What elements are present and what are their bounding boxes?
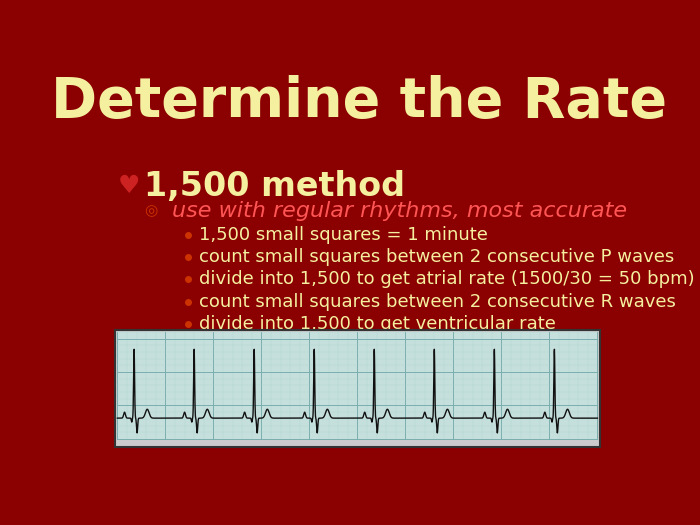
- Bar: [118, 332, 598, 439]
- Text: ♥: ♥: [118, 174, 140, 198]
- Text: 1,500 method: 1,500 method: [144, 170, 405, 203]
- Text: ◎: ◎: [144, 203, 158, 218]
- Text: count small squares between 2 consecutive R waves: count small squares between 2 consecutiv…: [199, 292, 676, 310]
- Text: count small squares between 2 consecutive P waves: count small squares between 2 consecutiv…: [199, 248, 674, 266]
- Bar: [115, 330, 600, 447]
- Text: Determine the Rate: Determine the Rate: [50, 75, 666, 129]
- Text: use with regular rhythms, most accurate: use with regular rhythms, most accurate: [172, 201, 626, 220]
- Text: 1,500 small squares = 1 minute: 1,500 small squares = 1 minute: [199, 226, 488, 244]
- Text: divide into 1,500 to get ventricular rate: divide into 1,500 to get ventricular rat…: [199, 315, 556, 333]
- Text: divide into 1,500 to get atrial rate (1500/30 = 50 bpm): divide into 1,500 to get atrial rate (15…: [199, 270, 694, 288]
